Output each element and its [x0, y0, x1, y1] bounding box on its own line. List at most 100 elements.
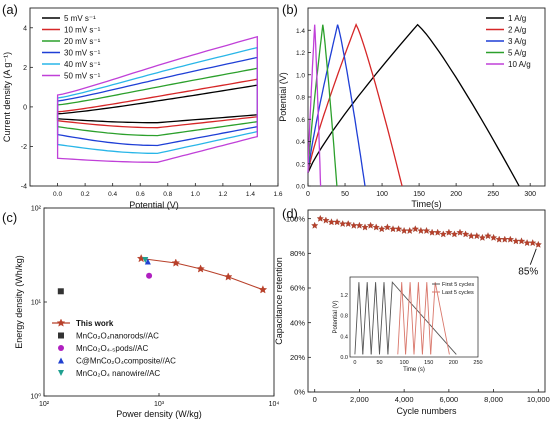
legend-label-b-4: 5 A/g — [508, 49, 526, 58]
legend-label-c-1: This work — [76, 319, 114, 328]
legend-label-a-4: 30 mV s⁻¹ — [64, 49, 101, 58]
panel-a-cv-chart: 5 mV s⁻¹ 10 mV s⁻¹ 20 mV s⁻¹ 30 mV s⁻¹ 40 mV… — [2, 7, 283, 210]
panel-b-xtick-label: 150 — [413, 191, 425, 198]
retention-point-16 — [394, 225, 403, 233]
panel-d-xtick-label: 8,000 — [484, 395, 503, 404]
legend-label-a-6: 50 mV s⁻¹ — [64, 72, 101, 81]
panel-label-d: (d) — [282, 206, 298, 221]
panel-a-xtick-label: 1.2 — [218, 191, 227, 198]
retention-point-23 — [434, 228, 442, 236]
retention-point-35 — [501, 235, 509, 243]
retention-point-26 — [450, 230, 459, 238]
retention-point-21 — [422, 227, 431, 234]
panel-c-xtick-label: 10³ — [154, 401, 165, 408]
panel-b-ytick-label: 0.4 — [296, 139, 305, 146]
panel-d-ytick-label: 100% — [286, 214, 306, 223]
legend-marker-c-2 — [58, 332, 64, 339]
panel-b-ytick-label: 0.6 — [296, 117, 305, 124]
ragone-point-1-3 — [196, 264, 205, 273]
retention-point-17 — [400, 227, 408, 234]
inset-ytick-label: 0.0 — [340, 355, 348, 361]
retention-point-37 — [512, 237, 520, 245]
legend-label-a-3: 20 mV s⁻¹ — [64, 37, 101, 46]
panel-c-xaxis-label: Power density (W/kg) — [116, 409, 202, 419]
panel-d-frame — [307, 209, 546, 393]
retention-point-27 — [456, 228, 464, 236]
panel-b-xtick-label: 200 — [450, 191, 462, 198]
retention-point-29 — [467, 232, 475, 240]
panel-b-xtick-label: 100 — [376, 191, 388, 198]
ragone-point-5-1 — [142, 256, 149, 263]
retention-point-13 — [378, 225, 386, 233]
panel-b-xaxis-label: Time(s) — [411, 199, 441, 209]
inset-ytick-label: 0.4 — [340, 334, 348, 340]
inset-cycle-2-1 — [397, 282, 407, 355]
ragone-point-1-4 — [223, 272, 233, 281]
panel-a-xtick-label: 0.0 — [53, 191, 62, 198]
panel-b-ytick-label: 0.0 — [296, 184, 305, 191]
panel-a-xtick-label: 0.2 — [81, 191, 90, 198]
panel-b-xtick-label: 300 — [524, 191, 536, 198]
retention-point-14 — [383, 223, 391, 231]
inset-cycle-1-3 — [370, 282, 380, 355]
retention-point-31 — [478, 233, 486, 241]
legend-label-a-1: 5 mV s⁻¹ — [64, 14, 96, 23]
inset-xaxis-label: Time (s) — [403, 367, 425, 373]
inset-xtick-label: 250 — [473, 360, 482, 366]
legend-label-c-3: MnCo₂O₄.₅pods//AC — [76, 344, 149, 353]
inset-xtick-label: 200 — [449, 360, 458, 366]
panel-d-ytick-label: 60% — [290, 284, 305, 293]
ragone-point-4-1 — [144, 258, 151, 265]
panel-a-ytick-label: -2 — [21, 144, 27, 151]
gcd-curve-4 — [307, 24, 338, 187]
cv-curve-6 — [56, 35, 258, 163]
panel-d-yaxis-label: Capacitance retention — [274, 257, 284, 345]
panel-c-ytick-label: 10⁰ — [30, 393, 41, 401]
panel-a-ytick-label: -4 — [21, 184, 27, 191]
panel-c-ragone-chart: This work MnCo₂O₄nanorods//AC MnCo₂O₄.₅pod… — [14, 206, 279, 419]
retention-point-15 — [389, 225, 397, 233]
retention-point-19 — [411, 225, 419, 233]
inset-ytick-label: 1.2 — [340, 293, 348, 299]
panel-a-yaxis-label: Current density (A g⁻¹) — [2, 52, 12, 142]
panel-b-xtick-label: 0 — [306, 191, 310, 198]
retention-point-20 — [417, 227, 425, 234]
retention-point-39 — [523, 239, 531, 247]
annotation-arrow — [529, 248, 537, 265]
panel-a-frame — [29, 7, 279, 187]
retention-point-25 — [445, 228, 453, 236]
retention-point-18 — [406, 227, 414, 234]
inset-cycle-2-2 — [405, 282, 415, 355]
legend-label-b-3: 3 A/g — [508, 37, 526, 46]
panel-d-xaxis-label: Cycle numbers — [396, 406, 457, 416]
inset-cycle-1-2 — [362, 282, 372, 355]
ragone-point-3-1 — [146, 272, 153, 279]
panel-b-gcd-chart: 1 A/g 2 A/g 3 A/g 5 A/g 10 A/g 0 50 100 150 200 25… — [278, 7, 546, 209]
panel-c-xtick-label: 10² — [39, 401, 50, 408]
gcd-curve-5 — [307, 24, 322, 187]
legend-label-c-2: MnCo₂O₄nanorods//AC — [76, 332, 159, 341]
legend-marker-c-4 — [58, 357, 64, 364]
panel-d-xtick-label: 2,000 — [350, 395, 369, 404]
gcd-curve-1 — [307, 23, 520, 187]
panel-d-ytick-label: 80% — [290, 249, 305, 258]
inset-xtick-label: 50 — [376, 360, 382, 366]
inset-legend-label-1: First 5 cycles — [442, 282, 474, 288]
retention-point-30 — [473, 232, 481, 240]
panel-a-xtick-label: 1.0 — [191, 191, 200, 198]
ragone-point-1-2 — [171, 258, 181, 267]
inset-cycle-2-4 — [421, 282, 432, 355]
retention-point-36 — [506, 235, 514, 243]
retention-point-32 — [484, 232, 492, 240]
retention-point-22 — [428, 228, 436, 236]
panel-b-yaxis-label: Potential (V) — [278, 72, 288, 122]
gcd-curve-2 — [307, 23, 403, 187]
panel-d-ytick-label: 20% — [290, 353, 305, 362]
panel-b-ytick-label: 0.2 — [296, 161, 305, 168]
panel-label-b: (b) — [282, 2, 298, 17]
legend-label-b-2: 2 A/g — [508, 26, 526, 35]
inset-xtick-label: 0 — [353, 360, 356, 366]
panel-c-yaxis-label: Energy density (Wh/kg) — [14, 255, 24, 349]
panel-d-ytick-label: 0% — [294, 388, 305, 397]
legend-label-b-5: 10 A/g — [508, 60, 531, 69]
